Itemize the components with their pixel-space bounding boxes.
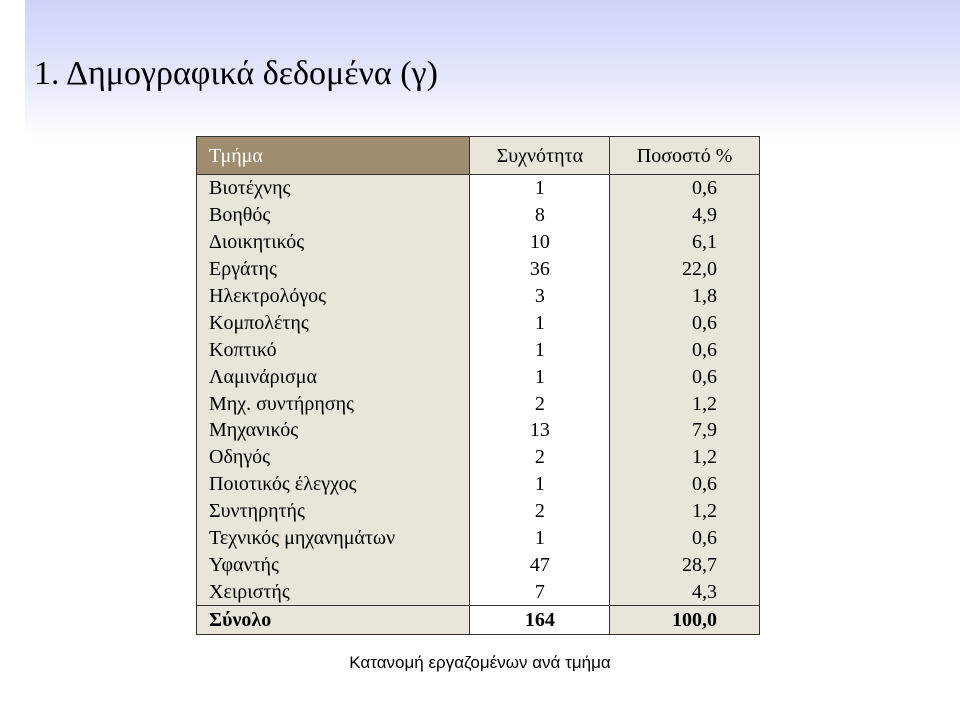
frequency-cell: 36 xyxy=(469,255,611,283)
percentage-cell: 1,2 xyxy=(609,497,760,525)
percentage-cell: 1,2 xyxy=(609,390,760,418)
frequency-cell: 2 xyxy=(469,497,611,525)
percentage-cell: 22,0 xyxy=(609,255,760,283)
frequency-cell: 3 xyxy=(469,282,611,310)
percentage-cell: 0,6 xyxy=(609,363,760,391)
frequency-cell: 1 xyxy=(469,363,611,391)
table-row: Μηχανικός 13 7,9 xyxy=(195,417,760,444)
department-cell: Ηλεκτρολόγος xyxy=(195,282,471,310)
table-body: Βιοτέχνης 1 0,6 Βοηθός 8 4,9 Διοικητικός 10 6,1 Ε… xyxy=(195,174,760,607)
department-cell: Εργάτης xyxy=(195,255,471,283)
department-cell: Κοπτικό xyxy=(195,336,471,364)
department-cell: Υφαντής xyxy=(195,551,471,579)
frequency-cell: 1 xyxy=(469,309,611,337)
department-cell: Μηχ. συντήρησης xyxy=(195,390,471,418)
table-row: Τεχνικός μηχανημάτων 1 0,6 xyxy=(195,524,760,552)
percentage-cell: 1,2 xyxy=(609,443,760,471)
department-cell: Βιοτέχνης xyxy=(195,174,471,202)
frequency-cell: 1 xyxy=(469,174,611,202)
table-row: Χειριστής 7 4,3 xyxy=(195,578,760,607)
title-band xyxy=(25,0,960,140)
slide-title: 1. Δημογραφικά δεδομένα (γ) xyxy=(34,55,438,92)
total-frequency: 164 xyxy=(469,605,611,635)
total-percentage: 100,0 xyxy=(609,605,760,635)
department-table: Τμήμα Συχνότητα Ποσοστό % Βιοτέχνης 1 0,6 Β… xyxy=(195,136,760,635)
percentage-cell: 28,7 xyxy=(609,551,760,579)
table-row: Βοηθός 8 4,9 xyxy=(195,201,760,229)
department-cell: Μηχανικός xyxy=(195,417,471,444)
frequency-cell: 13 xyxy=(469,417,611,444)
table-caption: Κατανομή εργαζομένων ανά τμήμα xyxy=(349,653,611,672)
table-row: Κομπολέτης 1 0,6 xyxy=(195,309,760,337)
department-cell: Διοικητικός xyxy=(195,228,471,256)
frequency-cell: 1 xyxy=(469,470,611,498)
table-row: Οδηγός 2 1,2 xyxy=(195,443,760,471)
header-department: Τμήμα xyxy=(195,136,471,175)
percentage-cell: 4,9 xyxy=(609,201,760,229)
frequency-cell: 7 xyxy=(469,578,611,607)
frequency-cell: 1 xyxy=(469,524,611,552)
department-cell: Λαμινάρισμα xyxy=(195,363,471,391)
table-row: Ποιοτικός έλεγχος 1 0,6 xyxy=(195,470,760,498)
department-cell: Ποιοτικός έλεγχος xyxy=(195,470,471,498)
table-row: Βιοτέχνης 1 0,6 xyxy=(195,174,760,202)
table-row: Λαμινάρισμα 1 0,6 xyxy=(195,363,760,391)
frequency-cell: 1 xyxy=(469,336,611,364)
table-row: Εργάτης 36 22,0 xyxy=(195,255,760,283)
department-cell: Χειριστής xyxy=(195,578,471,607)
table-row: Ηλεκτρολόγος 3 1,8 xyxy=(195,282,760,310)
table-row: Κοπτικό 1 0,6 xyxy=(195,336,760,364)
header-frequency: Συχνότητα xyxy=(469,136,611,175)
department-cell: Συντηρητής xyxy=(195,497,471,525)
percentage-cell: 0,6 xyxy=(609,174,760,202)
header-percentage: Ποσοστό % xyxy=(609,136,760,175)
percentage-cell: 1,8 xyxy=(609,282,760,310)
table-row: Διοικητικός 10 6,1 xyxy=(195,228,760,256)
frequency-cell: 2 xyxy=(469,443,611,471)
department-cell: Κομπολέτης xyxy=(195,309,471,337)
percentage-cell: 6,1 xyxy=(609,228,760,256)
percentage-cell: 0,6 xyxy=(609,336,760,364)
table-total-row: Σύνολο 164 100,0 xyxy=(195,605,760,635)
percentage-cell: 4,3 xyxy=(609,578,760,607)
frequency-cell: 8 xyxy=(469,201,611,229)
percentage-cell: 0,6 xyxy=(609,470,760,498)
department-cell: Βοηθός xyxy=(195,201,471,229)
frequency-cell: 2 xyxy=(469,390,611,418)
percentage-cell: 0,6 xyxy=(609,524,760,552)
table-row: Υφαντής 47 28,7 xyxy=(195,551,760,579)
total-label: Σύνολο xyxy=(195,605,471,635)
percentage-cell: 0,6 xyxy=(609,309,760,337)
department-cell: Τεχνικός μηχανημάτων xyxy=(195,524,471,552)
table-row: Μηχ. συντήρησης 2 1,2 xyxy=(195,390,760,418)
frequency-cell: 10 xyxy=(469,228,611,256)
department-cell: Οδηγός xyxy=(195,443,471,471)
table-container: Τμήμα Συχνότητα Ποσοστό % Βιοτέχνης 1 0,6 Β… xyxy=(195,136,760,635)
percentage-cell: 7,9 xyxy=(609,417,760,444)
frequency-cell: 47 xyxy=(469,551,611,579)
table-row: Συντηρητής 2 1,2 xyxy=(195,497,760,525)
table-header-row: Τμήμα Συχνότητα Ποσοστό % xyxy=(195,136,760,175)
